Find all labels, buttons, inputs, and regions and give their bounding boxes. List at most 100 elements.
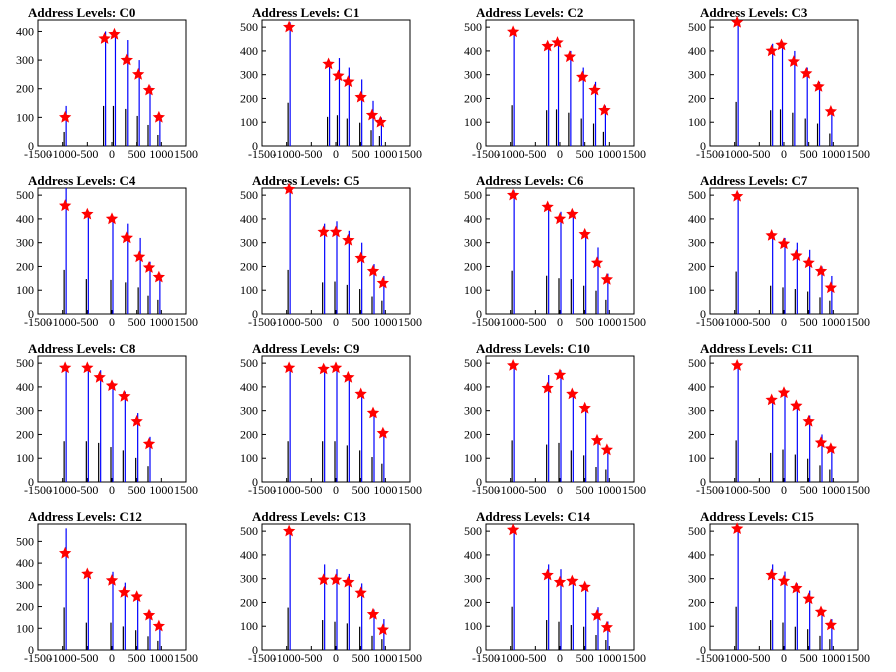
y-tick-label: 300 — [240, 572, 258, 586]
x-tick-label: 1000 — [597, 651, 621, 665]
x-tick-label: 500 — [800, 315, 818, 329]
marker — [598, 103, 611, 116]
panel-title: Address Levels: C9 — [252, 341, 360, 356]
marker — [322, 57, 335, 70]
y-tick-label: 500 — [16, 188, 34, 202]
x-tick-label: 1000 — [597, 147, 621, 161]
y-tick-label: 0 — [476, 643, 482, 657]
marker — [105, 574, 119, 586]
y-tick-label: 500 — [688, 524, 706, 538]
marker — [790, 581, 803, 594]
y-tick-label: 500 — [240, 188, 258, 202]
x-tick-label: -1500 — [248, 147, 276, 161]
x-tick-label: 1000 — [373, 483, 397, 497]
y-tick-label: 100 — [240, 451, 258, 465]
panel-title: Address Levels: C5 — [252, 173, 360, 188]
x-tick-label: 1500 — [622, 315, 646, 329]
y-tick-label: 200 — [464, 91, 482, 105]
x-tick-label: 1500 — [174, 147, 198, 161]
marker — [93, 370, 106, 383]
x-tick-label: -1000 — [497, 651, 525, 665]
plot-frame — [709, 19, 859, 147]
x-tick-label: 0 — [781, 651, 787, 665]
x-tick-label: 500 — [128, 651, 146, 665]
panel-c10: Address Levels: C10 0 100 200 300 400 500 -1500… — [464, 341, 646, 497]
marker — [600, 620, 613, 633]
marker — [376, 276, 389, 289]
y-tick-label: 500 — [688, 356, 706, 370]
y-tick-label: 400 — [688, 548, 706, 562]
x-tick-label: 500 — [800, 651, 818, 665]
panel-title: Address Levels: C12 — [28, 509, 142, 524]
y-tick-label: 100 — [240, 115, 258, 129]
x-tick-label: 500 — [576, 651, 594, 665]
marker — [731, 359, 744, 371]
marker — [152, 110, 165, 123]
marker — [354, 586, 367, 599]
marker — [342, 370, 355, 383]
x-tick-label: -500 — [748, 147, 770, 161]
x-tick-label: -1000 — [273, 483, 301, 497]
y-tick-label: 200 — [16, 82, 34, 96]
marker — [551, 36, 564, 48]
marker — [541, 39, 554, 52]
x-tick-label: -500 — [300, 483, 322, 497]
y-tick-label: 0 — [700, 643, 706, 657]
y-tick-label: 300 — [240, 236, 258, 250]
panel-c4: Address Levels: C40100200300400500-1500-… — [16, 173, 198, 329]
marker — [563, 50, 576, 63]
marker — [814, 436, 828, 448]
x-tick-label: 500 — [128, 315, 146, 329]
y-tick-label: 200 — [464, 595, 482, 609]
marker — [812, 80, 825, 92]
y-tick-label: 500 — [464, 188, 482, 202]
x-tick-label: 0 — [109, 147, 115, 161]
marker — [81, 207, 94, 220]
y-tick-label: 100 — [464, 451, 482, 465]
panel-title: Address Levels: C3 — [700, 5, 808, 20]
x-tick-label: -1000 — [49, 651, 77, 665]
y-tick-label: 0 — [252, 139, 258, 153]
x-tick-label: 1000 — [373, 651, 397, 665]
marker — [120, 231, 133, 244]
y-tick-label: 200 — [464, 259, 482, 273]
marker — [765, 44, 778, 57]
y-tick-label: 0 — [252, 475, 258, 489]
y-tick-label: 300 — [16, 578, 34, 592]
marker — [590, 609, 604, 621]
y-tick-label: 300 — [240, 404, 258, 418]
y-tick-label: 100 — [16, 451, 34, 465]
marker — [59, 361, 72, 374]
x-tick-label: 1500 — [174, 315, 198, 329]
x-tick-label: 0 — [333, 651, 339, 665]
marker — [775, 38, 788, 51]
marker — [283, 524, 296, 537]
marker — [787, 55, 800, 67]
x-tick-label: 1500 — [622, 147, 646, 161]
x-tick-label: 1500 — [398, 147, 422, 161]
marker — [824, 442, 837, 454]
x-tick-label: 1500 — [174, 651, 198, 665]
x-tick-label: -1500 — [472, 483, 500, 497]
y-tick-label: 0 — [700, 139, 706, 153]
marker — [553, 575, 567, 588]
x-tick-label: -1000 — [273, 315, 301, 329]
marker — [600, 443, 613, 456]
x-tick-label: 500 — [800, 147, 818, 161]
x-tick-label: 1500 — [846, 483, 870, 497]
y-tick-label: 500 — [240, 524, 258, 538]
y-tick-label: 200 — [240, 91, 258, 105]
panel-c14: Address Levels: C14 0 100 200 300 400 500 -1500… — [464, 509, 646, 665]
x-tick-label: 500 — [352, 315, 370, 329]
x-tick-label: 0 — [781, 483, 787, 497]
x-tick-label: 1000 — [373, 147, 397, 161]
y-tick-label: 400 — [688, 212, 706, 226]
marker — [590, 256, 604, 269]
y-tick-label: 100 — [240, 619, 258, 633]
marker — [283, 20, 296, 33]
x-tick-label: -1500 — [24, 483, 52, 497]
marker — [541, 381, 554, 394]
x-tick-label: -500 — [76, 483, 98, 497]
x-tick-label: -500 — [76, 147, 98, 161]
y-tick-label: 300 — [688, 404, 706, 418]
